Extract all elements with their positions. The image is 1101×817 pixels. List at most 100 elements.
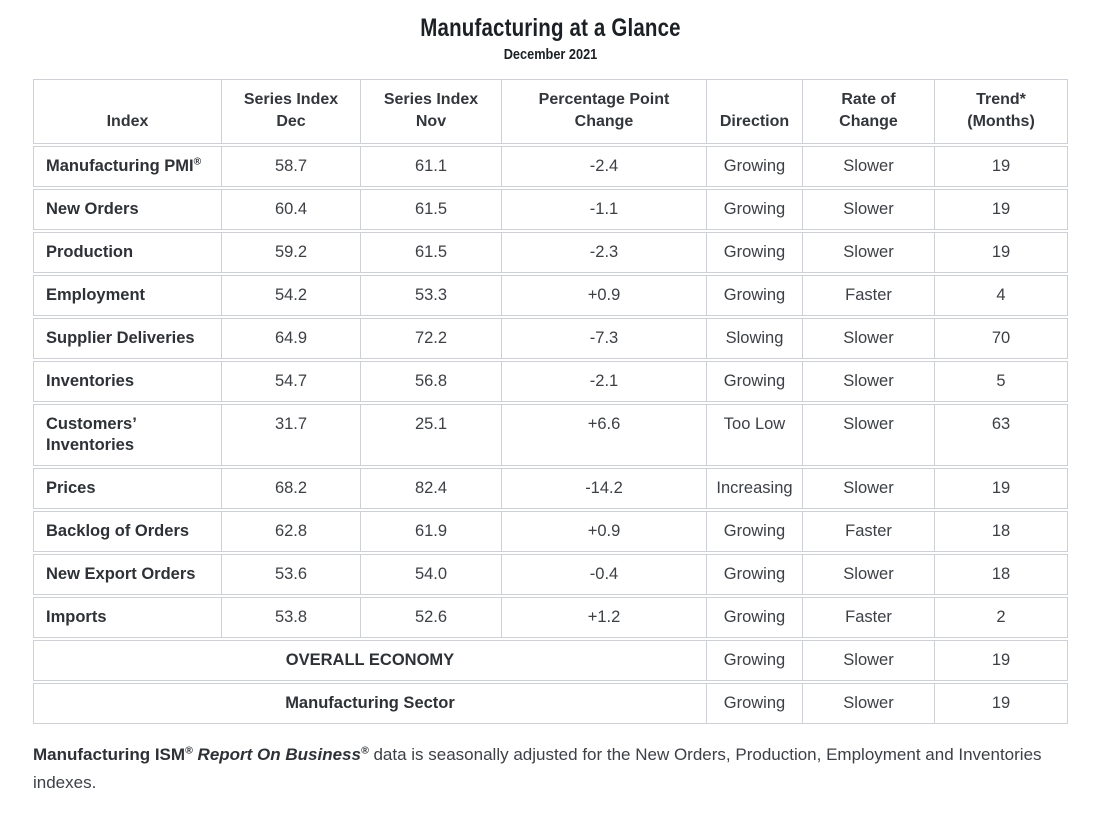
index-label: Imports [33, 597, 222, 638]
cell-trend: 19 [935, 683, 1068, 724]
cell-series-nov: 61.1 [361, 146, 502, 187]
cell-rate: Faster [803, 275, 935, 316]
table-row-manufacturing-sector: Manufacturing Sector Growing Slower 19 [33, 683, 1068, 724]
cell-series-nov: 61.9 [361, 511, 502, 552]
table-row-prices: Prices 68.2 82.4 -14.2 Increasing Slower… [33, 468, 1068, 509]
cell-series-dec: 53.6 [222, 554, 361, 595]
col-header-series-index-dec: Series Index Dec [222, 79, 361, 144]
cell-change: -0.4 [502, 554, 707, 595]
index-label: New Orders [33, 189, 222, 230]
cell-trend: 19 [935, 640, 1068, 681]
cell-series-nov: 53.3 [361, 275, 502, 316]
cell-direction: Increasing [707, 468, 803, 509]
index-label: New Export Orders [33, 554, 222, 595]
cell-trend: 19 [935, 189, 1068, 230]
header-label: Rate of [841, 91, 896, 108]
page-title: Manufacturing at a Glance [420, 14, 681, 42]
header-row: Index Series Index Dec Series Index Nov Pe… [33, 79, 1068, 144]
summary-label: Manufacturing Sector [33, 683, 707, 724]
cell-trend: 18 [935, 554, 1068, 595]
index-label: Manufacturing PMI® [33, 146, 222, 187]
registered-mark: ® [193, 156, 202, 168]
cell-series-nov: 72.2 [361, 318, 502, 359]
header-label: Nov [415, 113, 447, 130]
col-header-series-index-nov: Series Index Nov [361, 79, 502, 144]
cell-change: +0.9 [502, 511, 707, 552]
cell-change: +6.6 [502, 404, 707, 466]
header-label: Change [574, 113, 634, 130]
page-subtitle: December 2021 [503, 46, 598, 63]
cell-series-nov: 25.1 [361, 404, 502, 466]
table-row-new-orders: New Orders 60.4 61.5 -1.1 Growing Slower… [33, 189, 1068, 230]
cell-change: -2.1 [502, 361, 707, 402]
footnote: Manufacturing ISM® Report On Business® d… [33, 741, 1068, 797]
cell-series-dec: 60.4 [222, 189, 361, 230]
col-header-percentage-point-change: Percentage Point Change [502, 79, 707, 144]
cell-series-nov: 52.6 [361, 597, 502, 638]
header-label: Percentage Point [538, 91, 670, 108]
index-label: Supplier Deliveries [33, 318, 222, 359]
cell-direction: Too Low [707, 404, 803, 466]
cell-rate: Slower [803, 683, 935, 724]
header-label: Change [839, 113, 898, 130]
cell-direction: Growing [707, 146, 803, 187]
header-label: Direction [719, 113, 790, 130]
table-row-overall-economy: OVERALL ECONOMY Growing Slower 19 [33, 640, 1068, 681]
col-header-direction: Direction [707, 79, 803, 144]
header-label: (Months) [967, 113, 1035, 130]
cell-rate: Slower [803, 189, 935, 230]
cell-change: -2.3 [502, 232, 707, 273]
footnote-bold-text: Manufacturing ISM [33, 745, 186, 764]
header-label: Trend* [976, 91, 1026, 108]
index-label: Customers’ Inventories [33, 404, 222, 466]
header-label: Dec [276, 113, 306, 130]
cell-trend: 2 [935, 597, 1068, 638]
header-label: Series Index [383, 91, 479, 108]
cell-trend: 18 [935, 511, 1068, 552]
manufacturing-at-a-glance-table: Index Series Index Dec Series Index Nov Pe… [33, 77, 1068, 726]
cell-change: +0.9 [502, 275, 707, 316]
table-row-manufacturing-pmi: Manufacturing PMI® 58.7 61.1 -2.4 Growin… [33, 146, 1068, 187]
table-row-production: Production 59.2 61.5 -2.3 Growing Slower… [33, 232, 1068, 273]
cell-series-dec: 59.2 [222, 232, 361, 273]
cell-direction: Growing [707, 554, 803, 595]
cell-rate: Slower [803, 404, 935, 466]
cell-direction: Growing [707, 683, 803, 724]
cell-direction: Growing [707, 275, 803, 316]
cell-direction: Growing [707, 597, 803, 638]
table-row-backlog-of-orders: Backlog of Orders 62.8 61.9 +0.9 Growing… [33, 511, 1068, 552]
registered-mark: ® [185, 744, 193, 757]
registered-mark: ® [360, 744, 369, 757]
cell-trend: 4 [935, 275, 1068, 316]
cell-rate: Slower [803, 361, 935, 402]
col-header-trend-months: Trend* (Months) [935, 79, 1068, 144]
cell-series-dec: 68.2 [222, 468, 361, 509]
col-header-rate-of-change: Rate of Change [803, 79, 935, 144]
summary-label: OVERALL ECONOMY [33, 640, 707, 681]
cell-trend: 5 [935, 361, 1068, 402]
cell-trend: 70 [935, 318, 1068, 359]
cell-series-dec: 62.8 [222, 511, 361, 552]
index-label: Production [33, 232, 222, 273]
table-row-inventories: Inventories 54.7 56.8 -2.1 Growing Slowe… [33, 361, 1068, 402]
table-row-new-export-orders: New Export Orders 53.6 54.0 -0.4 Growing… [33, 554, 1068, 595]
cell-direction: Slowing [707, 318, 803, 359]
cell-direction: Growing [707, 232, 803, 273]
index-label: Prices [33, 468, 222, 509]
table-row-imports: Imports 53.8 52.6 +1.2 Growing Faster 2 [33, 597, 1068, 638]
index-label: Backlog of Orders [33, 511, 222, 552]
cell-direction: Growing [707, 640, 803, 681]
cell-series-nov: 54.0 [361, 554, 502, 595]
cell-rate: Slower [803, 554, 935, 595]
cell-trend: 63 [935, 404, 1068, 466]
cell-change: -1.1 [502, 189, 707, 230]
index-label: Inventories [33, 361, 222, 402]
cell-series-dec: 31.7 [222, 404, 361, 466]
cell-rate: Slower [803, 640, 935, 681]
col-header-index: Index [33, 79, 222, 144]
footnote-italic-text: Report On Business [192, 745, 361, 764]
index-label-text: Manufacturing PMI [46, 157, 194, 175]
cell-change: +1.2 [502, 597, 707, 638]
cell-series-nov: 61.5 [361, 232, 502, 273]
